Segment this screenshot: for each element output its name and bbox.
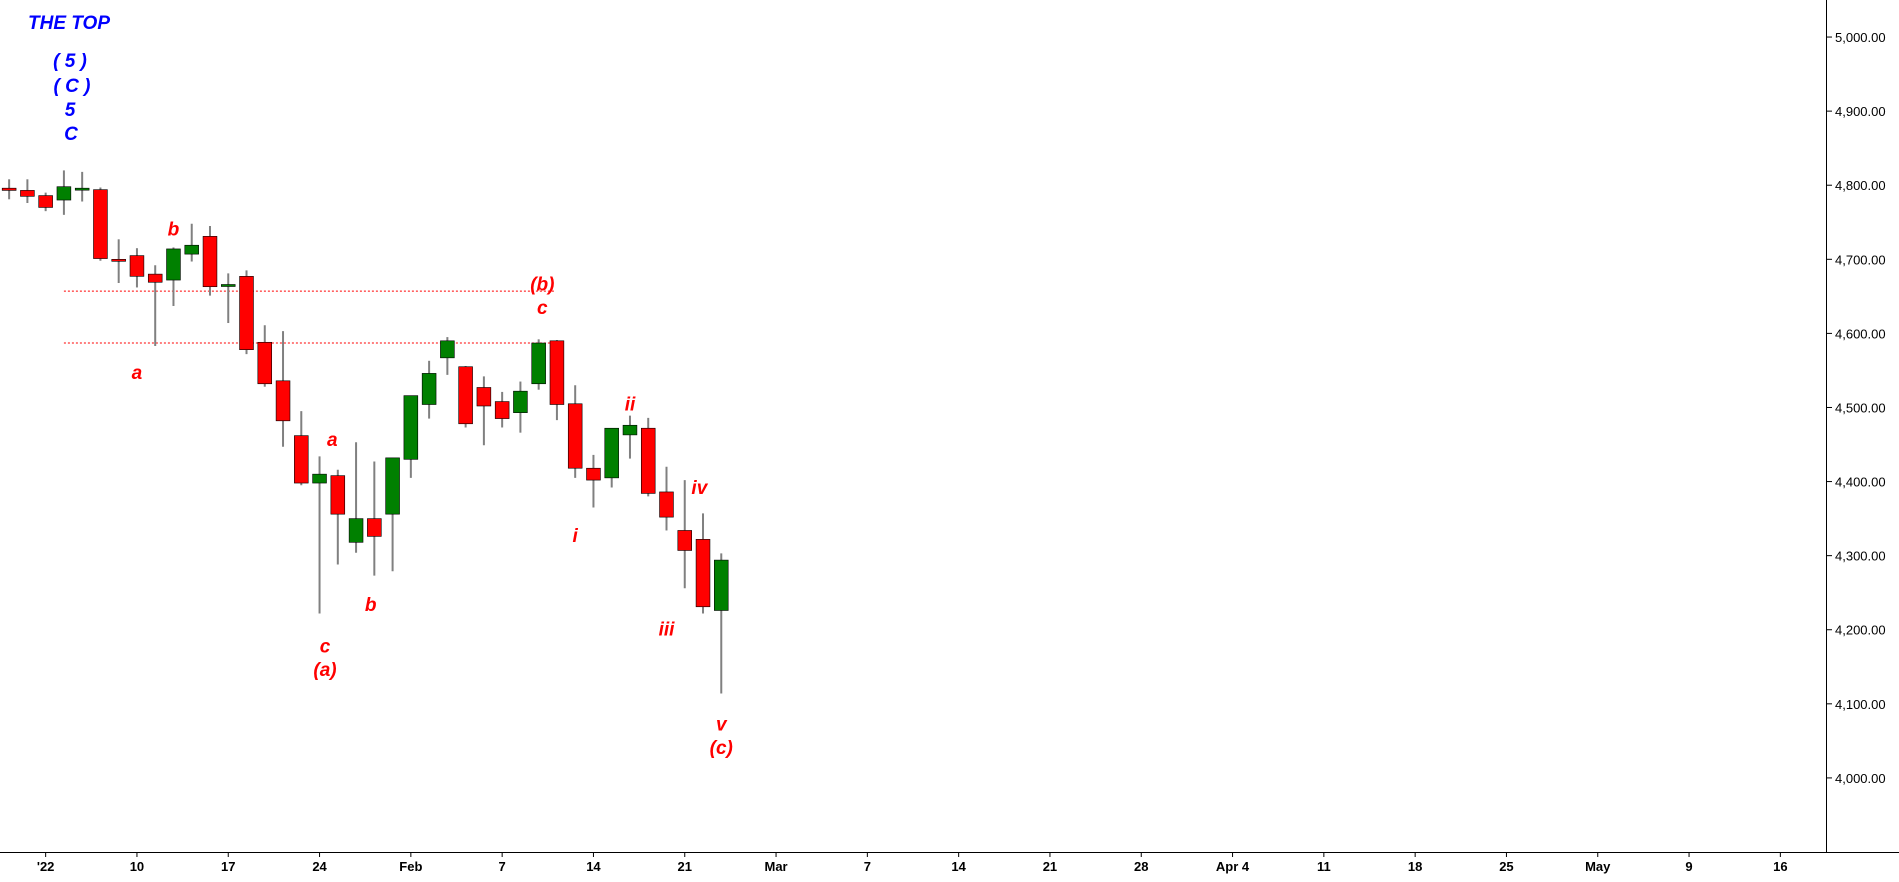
wave-label: ii (625, 394, 636, 415)
candle-body (695, 539, 711, 608)
candle-body (275, 380, 291, 422)
y-tick-label: 4,000.00 (1835, 771, 1886, 786)
candle-body (1, 187, 17, 191)
candle-body (166, 248, 181, 281)
x-axis: '22 10 17 24 Feb 7 14 21 Mar 7 14 21 28 Apr 4 11 18 25 Ma… (37, 852, 1788, 874)
candle-body (604, 427, 619, 479)
candle-body (257, 341, 273, 385)
wave-label: (a) (313, 660, 336, 681)
candle-body (549, 340, 565, 405)
wave-label: a (132, 363, 143, 384)
wave-label: (b) (530, 274, 554, 295)
candle-body (458, 366, 473, 425)
x-tick-label: Feb (399, 859, 422, 874)
candle-body (586, 467, 601, 481)
x-tick-label: 24 (312, 859, 327, 874)
candle-body (147, 273, 163, 283)
y-tick-label: 4,300.00 (1835, 549, 1886, 564)
x-tick-label: 18 (1408, 859, 1422, 874)
y-tick-label: 4,400.00 (1835, 475, 1886, 490)
candle-body (659, 491, 674, 518)
candle-body (111, 259, 126, 262)
y-tick-label: 4,700.00 (1835, 252, 1886, 267)
candle-body (403, 395, 419, 460)
y-tick-label: 4,600.00 (1835, 326, 1886, 341)
wave-label: c (320, 636, 331, 657)
candle-body (38, 195, 53, 208)
title-label-1: ( 5 ) (53, 51, 87, 72)
y-tick-label: 4,100.00 (1835, 697, 1886, 712)
wave-label: v (716, 714, 728, 735)
y-tick-label: 4,900.00 (1835, 104, 1886, 119)
candle-body (622, 424, 638, 436)
x-tick-label: 25 (1499, 859, 1513, 874)
candle-body (421, 373, 437, 405)
y-tick-label: 4,800.00 (1835, 178, 1886, 193)
candle-body (56, 186, 72, 201)
title-label-4: C (64, 124, 78, 145)
x-tick-label: '22 (37, 859, 55, 874)
x-tick-label: 7 (864, 859, 871, 874)
x-tick-label: 10 (130, 859, 144, 874)
x-tick-label: Apr 4 (1216, 859, 1250, 874)
wave-label: iv (691, 478, 708, 499)
candle-body (440, 340, 455, 359)
x-tick-label: 16 (1773, 859, 1787, 874)
candle-body (239, 276, 254, 350)
candle-body (312, 473, 327, 484)
x-tick-label: 21 (678, 859, 692, 874)
title-label-2: ( C ) (54, 76, 91, 97)
candle-body (330, 475, 346, 515)
x-tick-label: 14 (951, 859, 966, 874)
candle-body (74, 187, 90, 191)
candle-body (367, 518, 382, 537)
x-tick-label: 7 (499, 859, 506, 874)
x-tick-label: 9 (1685, 859, 1692, 874)
x-tick-label: 14 (586, 859, 601, 874)
candle-body (476, 387, 492, 407)
x-tick-label: 21 (1043, 859, 1057, 874)
candle-body (640, 427, 656, 494)
x-tick-label: 11 (1317, 859, 1331, 874)
candle-body (348, 518, 364, 543)
candle-body (93, 189, 108, 259)
y-tick-label: 4,200.00 (1835, 623, 1886, 638)
x-tick-label: May (1585, 859, 1611, 874)
y-tick-label: 5,000.00 (1835, 30, 1886, 45)
wave-label: b (365, 595, 377, 616)
wave-label: i (573, 526, 579, 547)
resistance-levels (63, 290, 556, 344)
candle-body (129, 255, 145, 277)
x-tick-label: Mar (764, 859, 787, 874)
y-tick-label: 4,500.00 (1835, 400, 1886, 415)
candle-body (714, 559, 729, 611)
candle-body (567, 403, 583, 469)
candle-body (221, 284, 236, 287)
candle-body (294, 435, 309, 484)
candle-body (677, 530, 692, 551)
candle-body (531, 342, 546, 385)
candle-body (20, 190, 35, 197)
x-tick-label: 17 (221, 859, 235, 874)
wave-label: a (327, 430, 338, 451)
wave-label: b (168, 220, 180, 241)
candle-body (385, 457, 400, 515)
wave-label: iii (659, 619, 676, 640)
chart-title: THE TOP (28, 13, 110, 34)
y-axis: 4,000.00 4,100.00 4,200.00 4,300.00 4,400.00… (1826, 30, 1886, 786)
candle-body (494, 401, 510, 419)
candle-body (202, 236, 218, 288)
candle-body (184, 244, 199, 255)
title-label-3: 5 (65, 100, 76, 121)
x-tick-label: 28 (1134, 859, 1148, 874)
candles (1, 170, 729, 694)
wave-label: (c) (710, 738, 733, 759)
wave-label: c (537, 298, 548, 319)
candle-body (513, 390, 528, 413)
